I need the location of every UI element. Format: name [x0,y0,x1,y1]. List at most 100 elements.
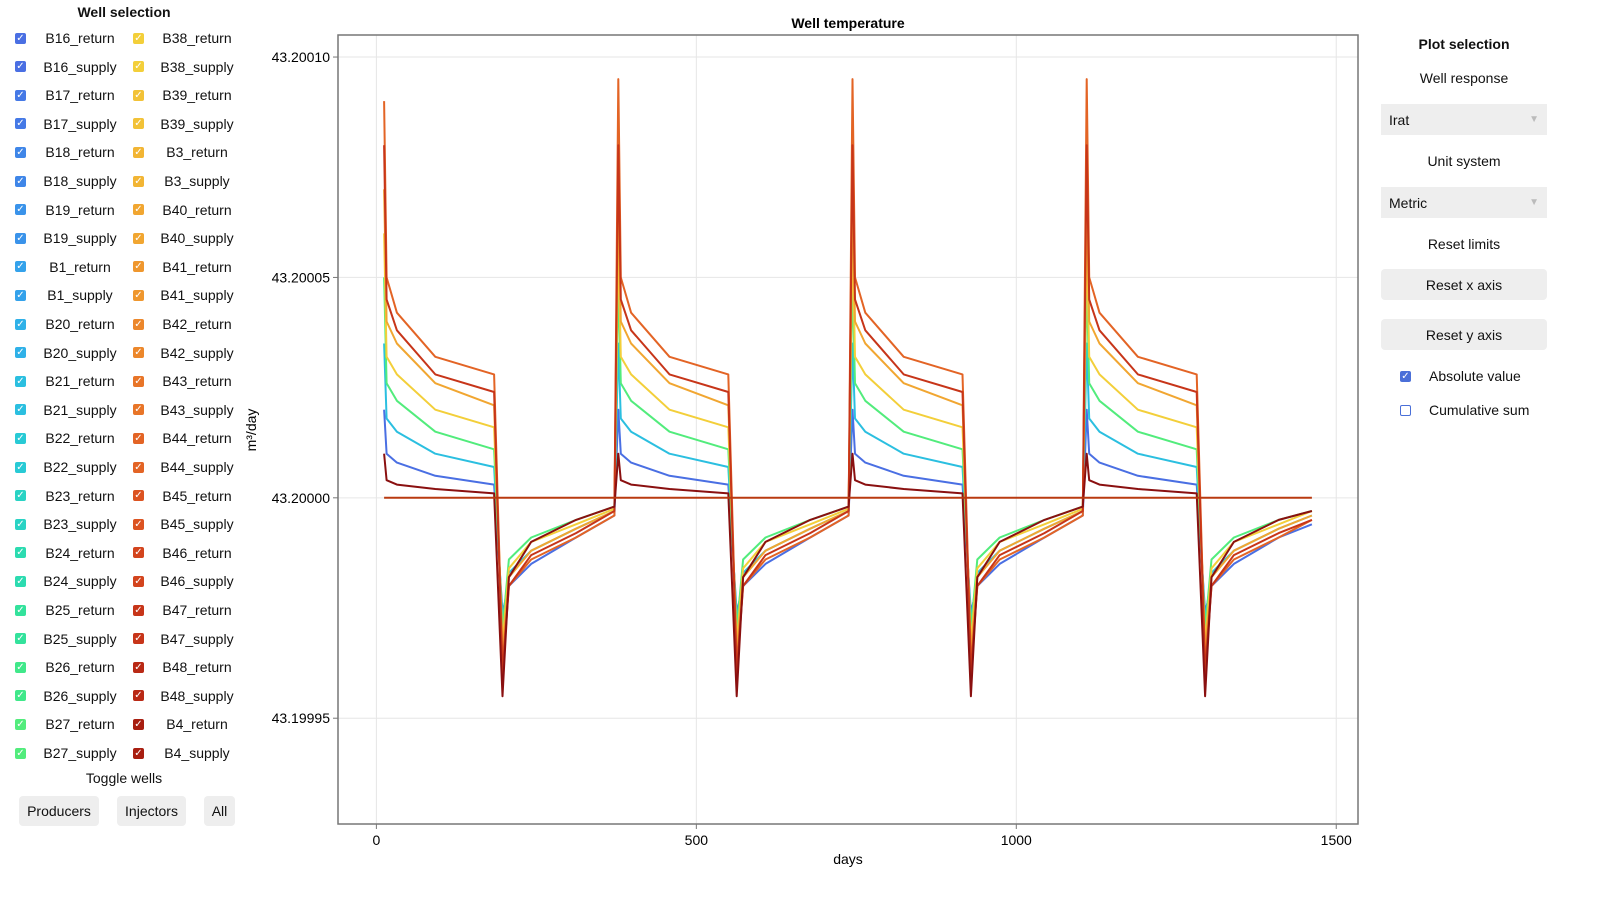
checkbox-checked-icon[interactable]: ✓ [133,261,144,273]
checkbox-checked-icon[interactable]: ✓ [133,347,144,359]
checkbox-checked-icon[interactable]: ✓ [133,289,144,301]
reset-x-axis-button[interactable]: Reset x axis [1381,269,1547,300]
checkbox-checked-icon[interactable]: ✓ [15,89,26,101]
checkbox-checked-icon[interactable]: ✓ [133,633,144,645]
checkbox-checked-icon[interactable]: ✓ [15,661,26,673]
well-name: B25_supply [43,630,117,647]
well-name: B43_return [162,373,232,390]
checkbox-checked-icon[interactable]: ✓ [133,118,144,130]
checkbox-checked-icon[interactable]: ✓ [15,232,26,244]
well-name: B24_return [45,544,115,561]
checkbox-checked-icon[interactable]: ✓ [133,204,144,216]
checkbox-checked-icon[interactable]: ✓ [133,318,144,330]
checkbox-checked-icon[interactable]: ✓ [15,118,26,130]
series-line-6 [383,144,1313,676]
well-name: B4_return [166,716,228,733]
checkbox-checked-icon[interactable]: ✓ [15,146,26,158]
checkbox-checked-icon[interactable]: ✓ [15,175,26,187]
checkbox-checked-icon[interactable]: ✓ [133,232,144,244]
plot-frame [337,34,1359,825]
well-name: B44_supply [160,459,234,475]
well-response-dropdown[interactable]: Irat ▼ [1381,104,1547,135]
checkbox-checked-icon[interactable]: ✓ [133,89,144,101]
reset-y-axis-button[interactable]: Reset y axis [1381,319,1547,350]
well-name: B17_supply [43,115,117,132]
checkbox-checked-icon[interactable]: ✓ [15,375,26,387]
checkbox-checked-icon[interactable]: ✓ [133,61,144,73]
well-name: B1_return [49,258,111,275]
checkbox-checked-icon[interactable]: ✓ [133,461,144,473]
checkbox-checked-icon[interactable]: ✓ [133,32,144,44]
checkbox-checked-icon[interactable]: ✓ [133,747,144,759]
checkbox-checked-icon[interactable]: ✓ [15,461,26,473]
checkbox-checked-icon[interactable]: ✓ [15,347,26,359]
x-axis-label: days [833,851,863,867]
checkbox-checked-icon[interactable]: ✓ [15,518,26,530]
checkbox-checked-icon[interactable]: ✓ [133,432,144,444]
absolute-value-label: Absolute value [1429,368,1521,384]
cumulative-sum-checkbox[interactable]: Cumulative sum [1400,400,1529,420]
checkbox-checked-icon[interactable]: ✓ [133,375,144,387]
well-name: B44_return [162,430,232,447]
checkbox-checked-icon[interactable]: ✓ [15,718,26,730]
y-tick-label: 43.20010 [272,49,331,65]
well-name: B4_supply [164,745,230,761]
injectors-button[interactable]: Injectors [117,796,186,826]
chart-title: Well temperature [791,15,905,31]
well-name: B22_return [45,430,115,447]
x-tick-label: 1000 [1001,832,1032,848]
well-name: B26_supply [43,687,117,704]
checkbox-checked-icon[interactable]: ✓ [1400,370,1411,382]
checkbox-checked-icon[interactable]: ✓ [15,318,26,330]
checkbox-checked-icon[interactable]: ✓ [133,718,144,730]
y-tick-label: 43.20005 [272,269,331,285]
checkbox-checked-icon[interactable]: ✓ [15,61,26,73]
well-name: B38_return [162,30,232,46]
well-name: B39_supply [160,115,234,132]
checkbox-checked-icon[interactable]: ✓ [133,547,144,559]
well-name: B24_supply [43,573,117,590]
unit-system-dropdown[interactable]: Metric ▼ [1381,187,1547,218]
checkbox-checked-icon[interactable]: ✓ [15,604,26,616]
well-name: B17_return [45,87,115,104]
well-name: B48_supply [160,687,234,704]
all-button[interactable]: All [204,796,235,826]
well-name: B19_return [45,201,115,218]
well-name: B22_supply [43,459,117,475]
well-name: B26_return [45,659,115,676]
checkbox-checked-icon[interactable]: ✓ [133,404,144,416]
checkbox-checked-icon[interactable]: ✓ [133,690,144,702]
well-name: B23_supply [43,516,117,533]
x-tick-label: 0 [372,832,380,848]
checkbox-checked-icon[interactable]: ✓ [133,661,144,673]
checkbox-checked-icon[interactable]: ✓ [133,175,144,187]
checkbox-checked-icon[interactable]: ✓ [15,575,26,587]
checkbox-checked-icon[interactable]: ✓ [15,490,26,502]
checkbox-checked-icon[interactable]: ✓ [15,432,26,444]
checkbox-checked-icon[interactable]: ✓ [15,204,26,216]
well-name: B18_return [45,144,115,161]
dropdown-arrow-icon: ▼ [1529,114,1539,125]
checkbox-checked-icon[interactable]: ✓ [15,261,26,273]
checkbox-checked-icon[interactable]: ✓ [15,547,26,559]
producers-button[interactable]: Producers [19,796,99,826]
absolute-value-checkbox[interactable]: ✓ Absolute value [1400,366,1521,386]
well-name: B41_supply [160,287,234,304]
checkbox-checked-icon[interactable]: ✓ [133,575,144,587]
checkbox-checked-icon[interactable]: ✓ [15,747,26,759]
checkbox-checked-icon[interactable]: ✓ [133,490,144,502]
checkbox-checked-icon[interactable]: ✓ [15,289,26,301]
checkbox-checked-icon[interactable]: ✓ [133,146,144,158]
well-name: B40_supply [160,230,234,247]
checkbox-checked-icon[interactable]: ✓ [133,604,144,616]
well-name: B45_supply [160,516,234,533]
well-name: B16_supply [43,58,117,75]
checkbox-unchecked-icon[interactable] [1400,404,1411,416]
checkbox-checked-icon[interactable]: ✓ [15,633,26,645]
series-line-1 [383,342,1313,623]
checkbox-checked-icon[interactable]: ✓ [15,690,26,702]
checkbox-checked-icon[interactable]: ✓ [15,404,26,416]
checkbox-checked-icon[interactable]: ✓ [133,518,144,530]
checkbox-checked-icon[interactable]: ✓ [15,32,26,44]
